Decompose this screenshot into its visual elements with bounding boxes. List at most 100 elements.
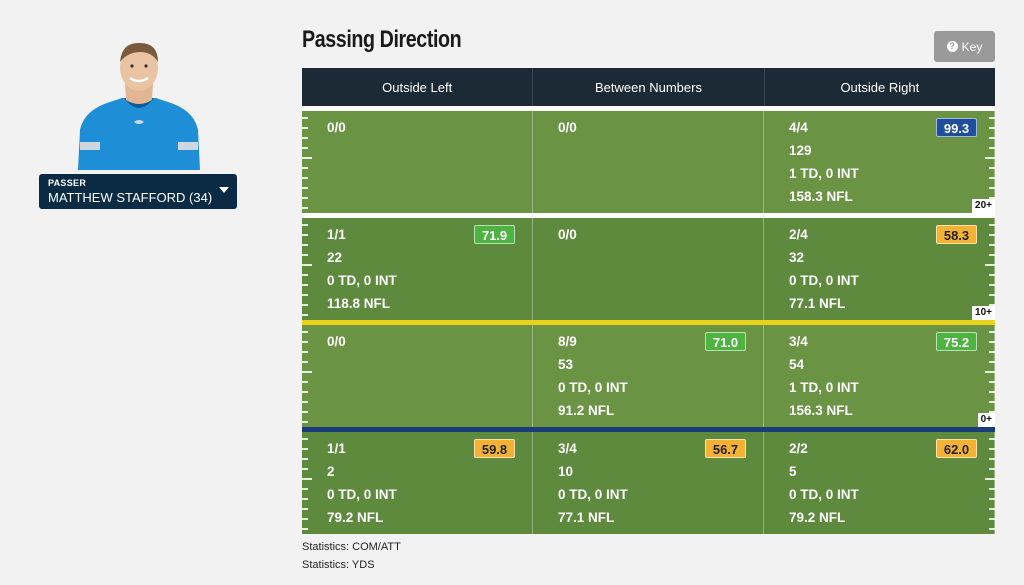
- zone-cell-between-numbers[interactable]: 8/9 53 0 TD, 0 INT 91.2 NFL 71.0: [533, 325, 764, 427]
- zone-cell-between-numbers[interactable]: 3/4 10 0 TD, 0 INT 77.1 NFL 56.7: [533, 432, 764, 534]
- td-int: 0 TD, 0 INT: [327, 273, 397, 288]
- grade-badge: 59.8: [474, 439, 515, 458]
- hash-mark: [302, 468, 308, 470]
- hash-marks-right: [985, 325, 995, 427]
- zone-cell-between-numbers[interactable]: 0/0: [533, 111, 764, 213]
- hash-mark: [302, 197, 308, 199]
- hash-marks-left: [302, 432, 312, 534]
- nfl-rating: 158.3 NFL: [789, 189, 853, 204]
- hash-mark: [302, 187, 308, 189]
- td-int: 0 TD, 0 INT: [789, 487, 859, 502]
- com-att: 8/9: [558, 334, 577, 349]
- caret-down-icon: [219, 187, 229, 193]
- hash-mark: [302, 331, 308, 333]
- hash-mark: [302, 167, 308, 169]
- hash-mark: [302, 207, 308, 209]
- hash-mark: [989, 254, 995, 256]
- nfl-rating: 91.2 NFL: [558, 403, 615, 418]
- com-att: 2/4: [789, 227, 808, 242]
- hash-mark: [985, 371, 995, 373]
- hash-mark: [302, 127, 308, 129]
- td-int: 0 TD, 0 INT: [558, 380, 628, 395]
- hash-marks-left: [302, 218, 312, 320]
- grade-badge: 58.3: [936, 225, 977, 244]
- hash-mark: [989, 518, 995, 520]
- zone-cell-outside-left[interactable]: 0/0: [302, 111, 533, 213]
- nfl-rating: 118.8 NFL: [327, 296, 391, 311]
- zone-cell-outside-right[interactable]: 2/4 32 0 TD, 0 INT 77.1 NFL 58.3: [764, 218, 995, 320]
- hash-mark: [302, 244, 308, 246]
- grade-badge: 71.0: [705, 332, 746, 351]
- td-int: 0 TD, 0 INT: [789, 273, 859, 288]
- zone-cell-outside-right[interactable]: 3/4 54 1 TD, 0 INT 156.3 NFL 75.2: [764, 325, 995, 427]
- column-header-between-numbers: Between Numbers: [533, 68, 765, 106]
- hash-mark: [302, 147, 308, 149]
- hash-mark: [989, 351, 995, 353]
- hash-mark: [302, 438, 308, 440]
- nfl-rating: 79.2 NFL: [327, 510, 384, 525]
- zone-cell-outside-left[interactable]: 1/1 22 0 TD, 0 INT 118.8 NFL 71.9: [302, 218, 533, 320]
- hash-mark: [989, 234, 995, 236]
- hash-marks-left: [302, 325, 312, 427]
- yard-label: 0+: [977, 413, 995, 427]
- first-down-line: [302, 320, 995, 325]
- passer-name: MATTHEW STAFFORD (34): [48, 190, 213, 205]
- hash-mark: [302, 264, 312, 266]
- hash-mark: [989, 137, 995, 139]
- hash-mark: [989, 528, 995, 530]
- column-header-row: Outside Left Between Numbers Outside Rig…: [302, 68, 995, 106]
- passer-label: Passer: [48, 178, 87, 188]
- footnote-yds: Statistics: YDS: [302, 559, 375, 571]
- zone-cell-outside-right[interactable]: 2/2 5 0 TD, 0 INT 79.2 NFL 62.0: [764, 432, 995, 534]
- hash-mark: [302, 518, 308, 520]
- com-att: 3/4: [558, 441, 577, 456]
- nfl-rating: 77.1 NFL: [558, 510, 615, 525]
- hash-mark: [989, 224, 995, 226]
- com-att: 1/1: [327, 227, 346, 242]
- hash-mark: [989, 147, 995, 149]
- hash-mark: [302, 157, 312, 159]
- grade-badge: 99.3: [936, 118, 977, 137]
- zone-divider: [302, 106, 995, 111]
- hash-marks-right: [985, 432, 995, 534]
- key-button[interactable]: ? Key: [934, 31, 995, 62]
- hash-mark: [989, 127, 995, 129]
- hash-mark: [302, 224, 308, 226]
- com-att: 4/4: [789, 120, 808, 135]
- yards: 32: [789, 250, 805, 265]
- hash-mark: [985, 478, 995, 480]
- yards: 5: [789, 464, 797, 479]
- hash-mark: [989, 391, 995, 393]
- zone-cell-outside-left[interactable]: 1/1 2 0 TD, 0 INT 79.2 NFL 59.8: [302, 432, 533, 534]
- hash-mark: [302, 284, 308, 286]
- zone-cell-outside-right[interactable]: 4/4 129 1 TD, 0 INT 158.3 NFL 99.3: [764, 111, 995, 213]
- td-int: 0 TD, 0 INT: [558, 487, 628, 502]
- hash-mark: [302, 528, 308, 530]
- hash-mark: [302, 294, 308, 296]
- zone-cell-between-numbers[interactable]: 0/0: [533, 218, 764, 320]
- hash-mark: [302, 401, 308, 403]
- zone-cell-outside-left[interactable]: 0/0: [302, 325, 533, 427]
- hash-mark: [302, 314, 308, 316]
- hash-mark: [989, 411, 995, 413]
- nfl-rating: 79.2 NFL: [789, 510, 846, 525]
- hash-mark: [989, 341, 995, 343]
- hash-mark: [989, 381, 995, 383]
- hash-mark: [989, 167, 995, 169]
- hash-mark: [989, 468, 995, 470]
- td-int: 1 TD, 0 INT: [789, 166, 859, 181]
- zone-row: 1/1 2 0 TD, 0 INT 79.2 NFL 59.8 3/4 10 0 TD, 0 …: [302, 432, 995, 534]
- hash-mark: [302, 117, 308, 119]
- hash-mark: [989, 294, 995, 296]
- yards: 129: [789, 143, 812, 158]
- page-title: Passing Direction: [302, 26, 462, 53]
- grade-badge: 62.0: [936, 439, 977, 458]
- footnote-com-att: Statistics: COM/ATT: [302, 541, 401, 553]
- zone-divider: [302, 213, 995, 218]
- hash-mark: [302, 351, 308, 353]
- passer-select[interactable]: Passer MATTHEW STAFFORD (34): [39, 174, 237, 209]
- hash-mark: [302, 361, 308, 363]
- zone-row: 0/0 0/0 4/4 129 1 TD, 0 INT 158.3 NFL 99.3 20+: [302, 111, 995, 213]
- zone-row: 0/0 8/9 53 0 TD, 0 INT 91.2 NFL 71.0 3/4 54 1 TD…: [302, 325, 995, 427]
- yards: 10: [558, 464, 574, 479]
